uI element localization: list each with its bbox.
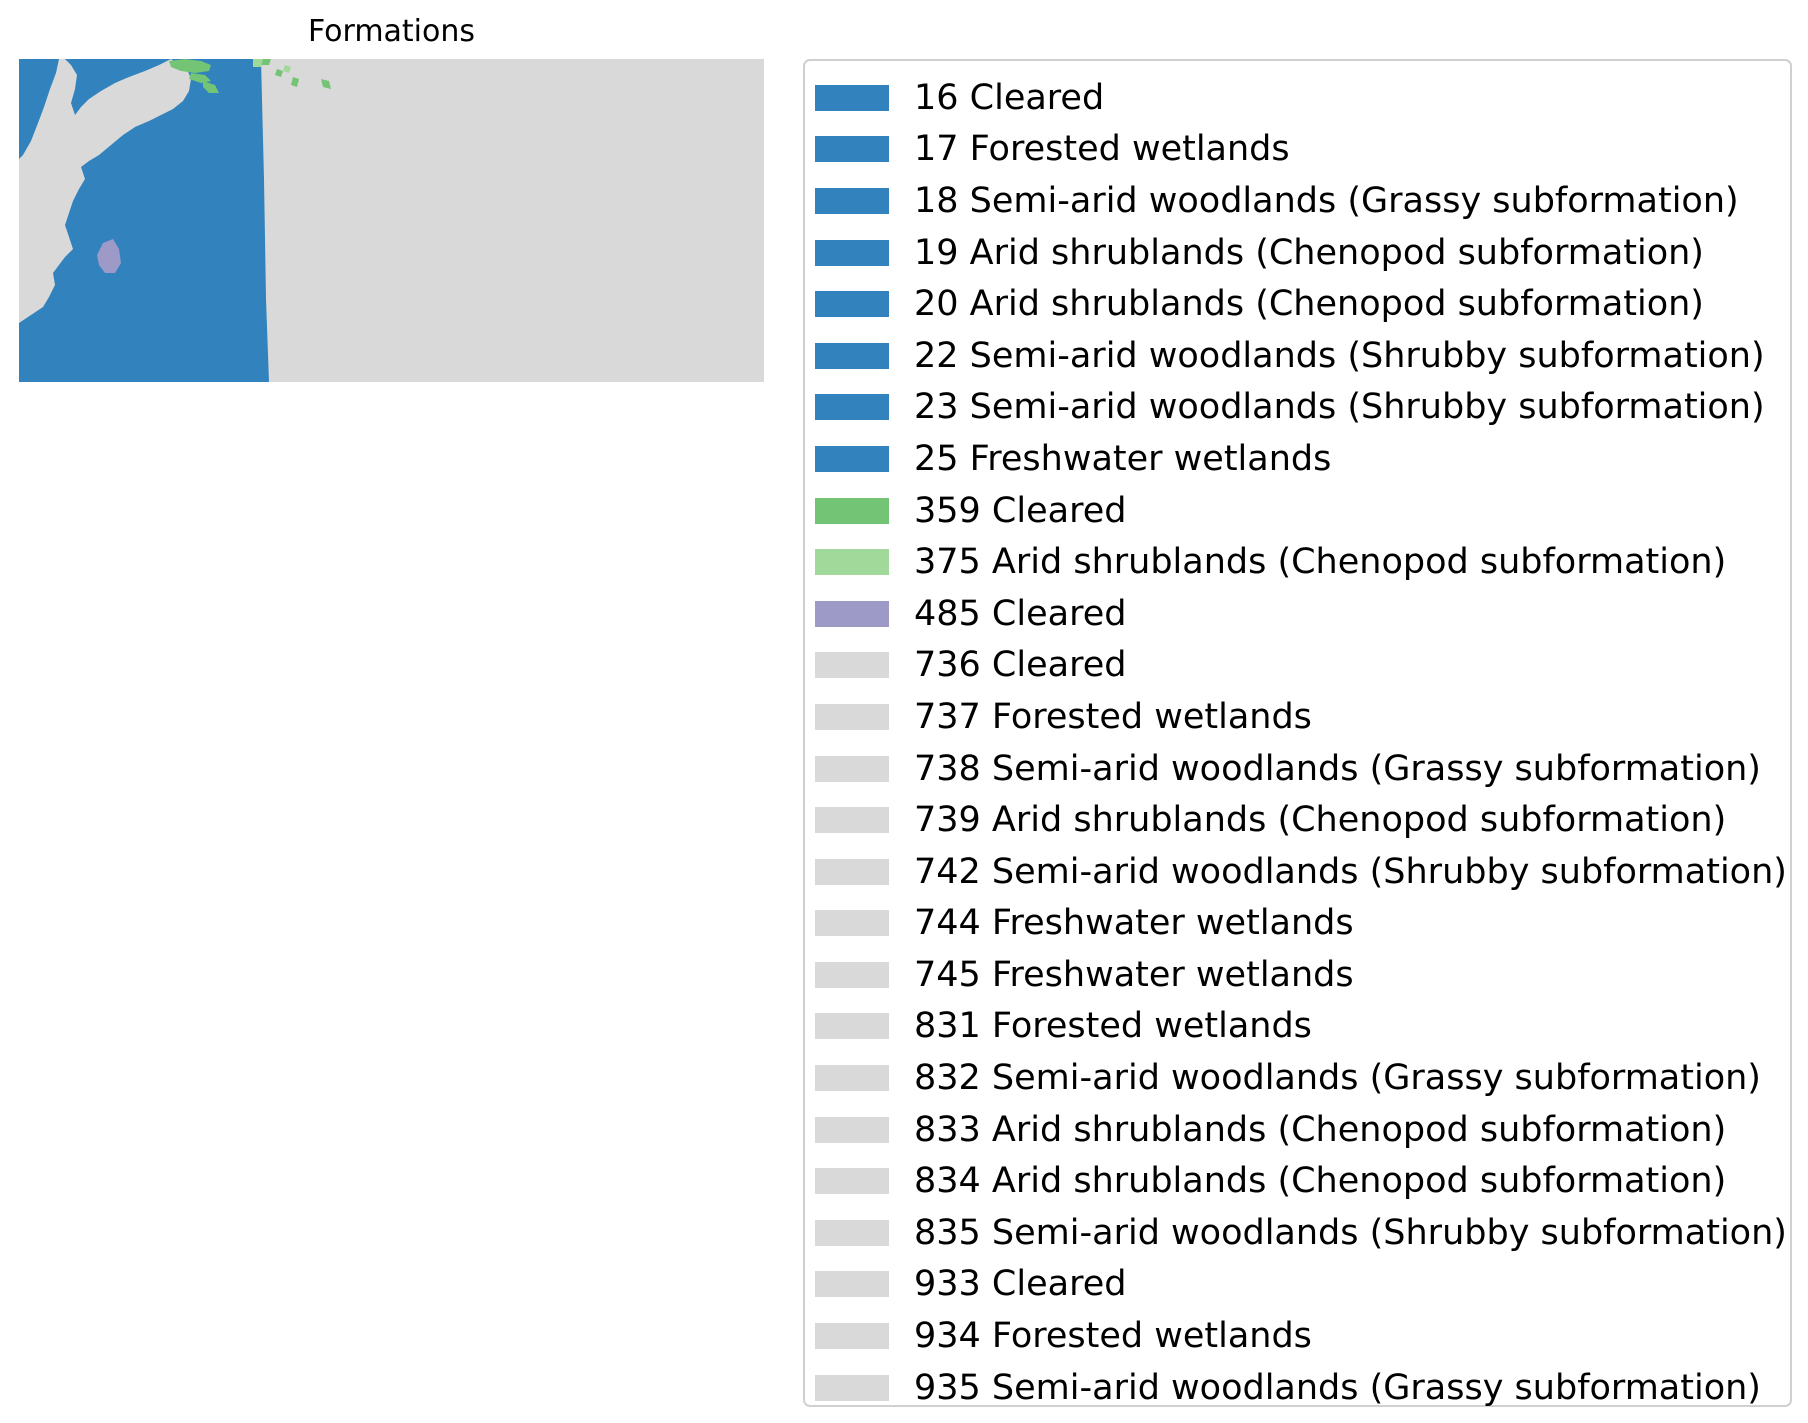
legend-entry: 19 Arid shrublands (Chenopod subformatio…: [815, 227, 1790, 279]
legend-swatch: [815, 755, 889, 782]
legend-label: 833 Arid shrublands (Chenopod subformati…: [914, 1109, 1727, 1150]
legend-swatch: [815, 807, 889, 834]
legend-swatch: [815, 1219, 889, 1246]
map-title: Formations: [307, 14, 476, 49]
legend-swatch: [815, 1271, 889, 1298]
legend-swatch: [815, 910, 889, 937]
legend-swatch: [815, 394, 889, 421]
legend-swatch: [815, 291, 889, 318]
legend-entry: 833 Arid shrublands (Chenopod subformati…: [815, 1104, 1790, 1156]
legend-entry: 23 Semi-arid woodlands (Shrubby subforma…: [815, 382, 1790, 434]
legend-label: 23 Semi-arid woodlands (Shrubby subforma…: [914, 387, 1765, 428]
legend-entry: 745 Freshwater wetlands: [815, 949, 1790, 1001]
legend-label: 17 Forested wetlands: [914, 129, 1290, 170]
legend-entry: 935 Semi-arid woodlands (Grassy subforma…: [815, 1362, 1790, 1414]
legend-entry: 736 Cleared: [815, 640, 1790, 692]
legend-swatch: [815, 445, 889, 472]
ocean-blue-region: [19, 59, 269, 382]
legend-entry: 933 Cleared: [815, 1259, 1790, 1311]
legend-swatch: [815, 703, 889, 730]
legend-swatch: [815, 1065, 889, 1092]
legend-label: 744 Freshwater wetlands: [914, 903, 1354, 944]
legend-label: 834 Arid shrublands (Chenopod subformati…: [914, 1161, 1727, 1202]
legend-label: 832 Semi-arid woodlands (Grassy subforma…: [914, 1058, 1761, 1099]
legend-entry: 16 Cleared: [815, 72, 1790, 124]
land-grey-region: [19, 267, 47, 301]
legend-entry: 742 Semi-arid woodlands (Shrubby subform…: [815, 846, 1790, 898]
legend-label: 738 Semi-arid woodlands (Grassy subforma…: [914, 748, 1761, 789]
legend-label: 485 Cleared: [914, 593, 1127, 634]
legend-entry: 739 Arid shrublands (Chenopod subformati…: [815, 794, 1790, 846]
legend-entry: 375 Arid shrublands (Chenopod subformati…: [815, 536, 1790, 588]
legend-swatch: [815, 1116, 889, 1143]
legend-entry: 835 Semi-arid woodlands (Shrubby subform…: [815, 1207, 1790, 1259]
legend-entry: 737 Forested wetlands: [815, 691, 1790, 743]
legend-swatch: [815, 1013, 889, 1040]
map-canvas: [19, 59, 764, 382]
legend-label: 19 Arid shrublands (Chenopod subformatio…: [914, 232, 1704, 273]
legend-label: 359 Cleared: [914, 490, 1127, 531]
legend-entry: 738 Semi-arid woodlands (Grassy subforma…: [815, 743, 1790, 795]
legend-entry: 744 Freshwater wetlands: [815, 898, 1790, 950]
purple-patch: [97, 239, 121, 273]
legend-entry: 17 Forested wetlands: [815, 124, 1790, 176]
legend-entry: 832 Semi-arid woodlands (Grassy subforma…: [815, 1052, 1790, 1104]
legend-swatch: [815, 600, 889, 627]
legend-label: 742 Semi-arid woodlands (Shrubby subform…: [914, 851, 1787, 892]
legend-label: 25 Freshwater wetlands: [914, 438, 1332, 479]
legend-label: 16 Cleared: [914, 77, 1105, 118]
legend-swatch: [815, 652, 889, 679]
legend-swatch: [815, 1323, 889, 1350]
legend-entry: 831 Forested wetlands: [815, 1001, 1790, 1053]
legend-label: 934 Forested wetlands: [914, 1316, 1312, 1357]
legend-swatch: [815, 961, 889, 988]
legend-swatch: [815, 342, 889, 369]
legend-entry: 22 Semi-arid woodlands (Shrubby subforma…: [815, 330, 1790, 382]
legend: 16 Cleared 17 Forested wetlands 18 Semi-ar…: [803, 59, 1792, 1408]
legend-entry: 834 Arid shrublands (Chenopod subformati…: [815, 1155, 1790, 1207]
legend-entry: 934 Forested wetlands: [815, 1310, 1790, 1362]
legend-label: 835 Semi-arid woodlands (Shrubby subform…: [914, 1212, 1787, 1253]
legend-label: 831 Forested wetlands: [914, 1006, 1312, 1047]
legend-swatch: [815, 1374, 889, 1401]
legend-swatch: [815, 858, 889, 885]
legend-swatch: [815, 84, 889, 111]
legend-swatch: [815, 549, 889, 576]
legend-label: 739 Arid shrublands (Chenopod subformati…: [914, 800, 1727, 841]
legend-label: 736 Cleared: [914, 645, 1127, 686]
legend-label: 745 Freshwater wetlands: [914, 954, 1354, 995]
legend-swatch: [815, 187, 889, 214]
legend-label: 18 Semi-arid woodlands (Grassy subformat…: [914, 180, 1739, 221]
legend-label: 933 Cleared: [914, 1264, 1127, 1305]
legend-label: 22 Semi-arid woodlands (Shrubby subforma…: [914, 335, 1765, 376]
light-green-patches: [253, 59, 291, 73]
legend-swatch: [815, 1168, 889, 1195]
legend-entries: 16 Cleared 17 Forested wetlands 18 Semi-ar…: [815, 72, 1790, 1413]
legend-swatch: [815, 239, 889, 266]
legend-entry: 20 Arid shrublands (Chenopod subformatio…: [815, 278, 1790, 330]
legend-label: 20 Arid shrublands (Chenopod subformatio…: [914, 284, 1704, 325]
legend-swatch: [815, 136, 889, 163]
legend-swatch: [815, 497, 889, 524]
legend-entry: 25 Freshwater wetlands: [815, 433, 1790, 485]
legend-label: 375 Arid shrublands (Chenopod subformati…: [914, 542, 1727, 583]
legend-label: 935 Semi-arid woodlands (Grassy subforma…: [914, 1367, 1761, 1408]
legend-label: 737 Forested wetlands: [914, 696, 1312, 737]
legend-entry: 359 Cleared: [815, 485, 1790, 537]
legend-entry: 18 Semi-arid woodlands (Grassy subformat…: [815, 175, 1790, 227]
legend-entry: 485 Cleared: [815, 588, 1790, 640]
formations-map[interactable]: [19, 59, 764, 382]
